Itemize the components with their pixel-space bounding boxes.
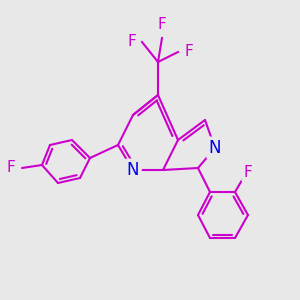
Text: F: F [184,44,193,59]
Text: F: F [6,160,15,175]
Text: F: F [127,34,136,50]
Text: N: N [127,161,139,179]
Text: F: F [158,17,166,32]
Text: F: F [244,165,252,180]
Text: N: N [209,139,221,157]
